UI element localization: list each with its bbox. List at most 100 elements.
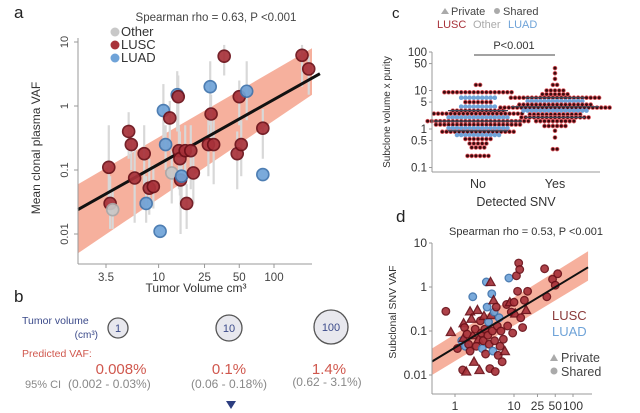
a-y-tick-label: 0.1 — [59, 162, 71, 177]
c-point-lusc — [548, 88, 554, 93]
c-point-lusc — [471, 141, 477, 146]
b-volume-1: 1 — [107, 317, 129, 339]
legend-label-luad: LUAD — [508, 19, 537, 31]
legend-label-lusc: LUSC — [437, 19, 466, 31]
c-point-luad — [484, 95, 489, 101]
c-point-luad — [475, 125, 481, 131]
c-point-lusc — [488, 89, 493, 95]
c-point-lusc — [550, 146, 556, 152]
c-point-luad — [484, 125, 489, 131]
a-point-lusc — [137, 146, 151, 161]
c-point-lusc — [544, 88, 549, 93]
a-point-lusc — [101, 160, 116, 175]
c-point-luad — [563, 108, 568, 113]
d-y-tick-label: 0.01 — [404, 368, 428, 382]
c-point-lusc — [519, 115, 524, 120]
c-point-luad — [492, 125, 498, 131]
c-point-lusc — [458, 89, 464, 95]
c-point-lusc — [592, 95, 598, 101]
c-point-luad — [454, 132, 460, 138]
d-point-shared-lusc — [518, 323, 528, 332]
c-point-lusc — [509, 122, 514, 127]
c-point-luad — [484, 115, 489, 120]
d-x-tick-label: 50 — [549, 399, 563, 413]
c-point-lusc — [481, 111, 487, 116]
d-y-tick-label: 1 — [420, 280, 427, 294]
panel-label-c: c — [392, 5, 400, 22]
c-point-lusc — [607, 105, 612, 110]
c-point-lusc — [554, 146, 560, 152]
c-point-lusc — [471, 99, 477, 105]
c-point-luad — [450, 115, 456, 120]
panel-a-title: Spearman rho = 0.63, P <0.001 — [136, 12, 297, 24]
c-point-lusc — [552, 65, 558, 71]
c-point-lusc — [481, 153, 487, 159]
d-point-shared-lusc — [513, 286, 523, 296]
c-point-lusc — [556, 91, 562, 97]
a-axes: 0.01 0.1 1 10 3.5 10 25 50 100 — [59, 36, 312, 284]
d-point-private-lusc — [484, 276, 497, 287]
c-point-luad — [458, 104, 464, 109]
c-point-lusc — [498, 111, 504, 116]
c-point-lusc — [554, 82, 560, 88]
c-point-luad — [571, 108, 577, 113]
c-point-lusc — [511, 111, 517, 116]
c-point-lusc — [546, 118, 551, 124]
c-point-lusc — [492, 89, 498, 95]
legend-label-private: Private — [451, 6, 485, 18]
c-point-luad — [500, 125, 506, 131]
c-point-lusc — [481, 145, 487, 150]
c-point-luad — [471, 115, 477, 120]
c-point-lusc — [465, 111, 470, 116]
c-point-lusc — [484, 141, 489, 146]
c-point-lusc — [511, 129, 517, 135]
a-point-other — [105, 202, 120, 217]
d-point-shared-lusc — [497, 357, 507, 367]
c-point-lusc — [431, 111, 437, 116]
b-volume-10: 10 — [215, 314, 243, 342]
c-xlabel: Detected SNV — [476, 195, 556, 209]
a-y-tick-label: 1 — [59, 103, 71, 109]
a-point-lusc — [295, 48, 309, 63]
d-regression-line — [431, 266, 589, 363]
c-summary-lines — [434, 97, 599, 132]
c-point-lusc — [494, 111, 500, 116]
c-point-lusc — [439, 129, 445, 135]
b-volume-value-100: 100 — [322, 322, 340, 334]
d-point-private-lusc — [460, 365, 472, 376]
legend-label-shared: Shared — [503, 6, 538, 18]
c-point-luad — [525, 108, 530, 113]
c-x-tick-label: Yes — [545, 177, 565, 191]
panel-a-chart: Spearman rho = 0.63, P <0.001 0.01 0.1 1 10… — [29, 12, 321, 295]
c-point-lusc — [475, 89, 481, 95]
c-point-luad — [471, 132, 477, 138]
a-point-lusc — [301, 62, 316, 76]
c-point-lusc — [556, 88, 562, 93]
c-point-lusc — [486, 111, 491, 116]
c-point-luad — [454, 115, 460, 120]
a-point-lusc — [146, 179, 161, 194]
c-point-lusc — [544, 91, 549, 97]
c-point-lusc — [473, 145, 479, 150]
panel-d-title: Spearman rho = 0.53, P <0.001 — [449, 226, 603, 238]
c-point-lusc — [475, 99, 481, 105]
legend-label-luad: LUAD — [121, 50, 156, 65]
c-point-lusc — [512, 95, 518, 101]
c-point-luad — [492, 104, 498, 109]
d-point-private-lusc — [464, 305, 476, 316]
d-point-private-lusc — [468, 355, 480, 366]
c-point-lusc — [515, 111, 521, 116]
c-point-lusc — [537, 118, 543, 124]
a-point-luad — [158, 137, 173, 152]
legend-label-other: Other — [473, 19, 501, 31]
c-point-lusc — [479, 136, 485, 142]
c-point-luad — [458, 132, 464, 138]
b-predicted-value-10: 0.1% — [212, 361, 246, 378]
d-point-shared-lusc — [481, 349, 491, 359]
c-point-lusc — [552, 135, 558, 140]
a-point-lusc — [124, 137, 139, 152]
triangle-icon — [441, 8, 449, 14]
c-point-lusc — [596, 95, 602, 101]
